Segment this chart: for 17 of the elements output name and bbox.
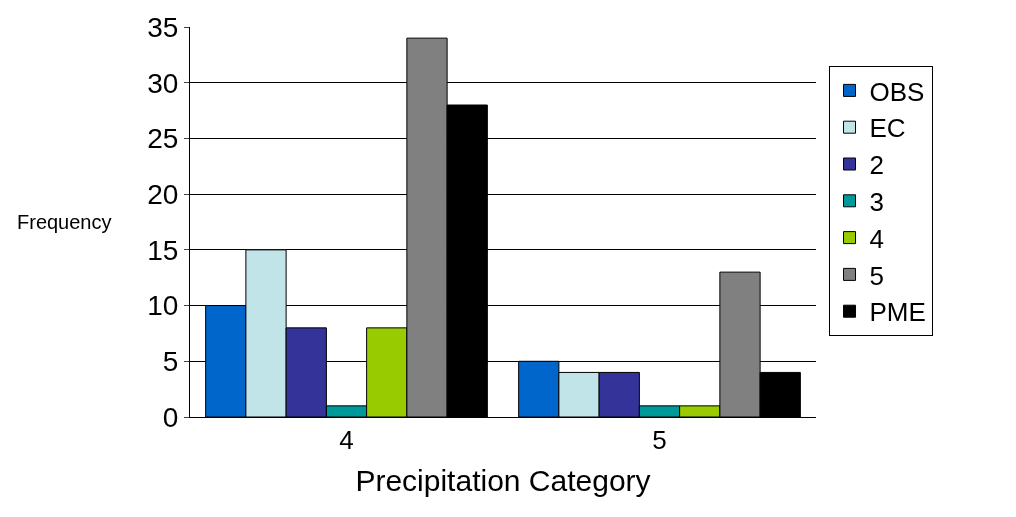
legend-label: PME [869, 297, 926, 328]
legend-label: 5 [869, 260, 884, 291]
legend-label: EC [869, 113, 906, 144]
y-tick-label: 5 [162, 346, 179, 378]
y-tick-label: 20 [147, 178, 179, 210]
legend-label: OBS [869, 76, 925, 107]
y-tick-label: 35 [147, 11, 179, 43]
legend-label: 3 [869, 186, 884, 217]
y-tick-label: 25 [147, 123, 179, 155]
legend-label: 4 [869, 223, 884, 254]
y-tick-label: 10 [147, 290, 179, 322]
y-tick-label: 30 [147, 67, 179, 99]
y-tick-label: 0 [162, 401, 179, 433]
y-tick-label: 15 [147, 234, 179, 266]
legend-label: 2 [869, 150, 884, 181]
x-axis-title: Precipitation Category [355, 463, 651, 497]
y-axis-title: Frequency [17, 211, 112, 233]
